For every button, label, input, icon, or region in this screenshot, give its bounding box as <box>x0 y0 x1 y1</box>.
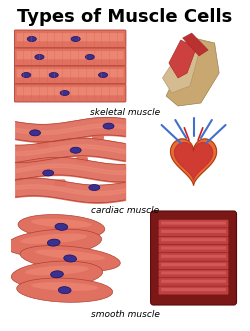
Ellipse shape <box>17 278 113 302</box>
Ellipse shape <box>22 72 31 77</box>
Text: Types of Muscle Cells: Types of Muscle Cells <box>18 8 233 26</box>
Text: skeletal muscle: skeletal muscle <box>90 108 160 117</box>
Ellipse shape <box>58 287 71 294</box>
FancyBboxPatch shape <box>161 221 226 225</box>
FancyBboxPatch shape <box>158 228 229 237</box>
FancyBboxPatch shape <box>14 30 126 48</box>
FancyBboxPatch shape <box>14 48 126 66</box>
Ellipse shape <box>70 147 81 153</box>
FancyBboxPatch shape <box>158 269 229 278</box>
FancyBboxPatch shape <box>14 66 126 84</box>
Polygon shape <box>182 33 208 56</box>
Ellipse shape <box>11 261 103 288</box>
Ellipse shape <box>103 123 114 129</box>
Ellipse shape <box>31 282 98 291</box>
Ellipse shape <box>20 234 87 244</box>
FancyBboxPatch shape <box>161 230 226 233</box>
FancyBboxPatch shape <box>161 288 226 291</box>
FancyBboxPatch shape <box>161 255 226 258</box>
FancyBboxPatch shape <box>150 211 236 305</box>
Ellipse shape <box>35 250 105 260</box>
FancyBboxPatch shape <box>158 261 229 270</box>
Ellipse shape <box>18 214 105 239</box>
FancyBboxPatch shape <box>17 87 124 95</box>
FancyBboxPatch shape <box>161 280 226 283</box>
Ellipse shape <box>43 170 54 176</box>
Ellipse shape <box>89 184 100 191</box>
FancyBboxPatch shape <box>161 271 226 274</box>
Ellipse shape <box>85 55 94 60</box>
Polygon shape <box>162 40 201 93</box>
Ellipse shape <box>35 55 44 60</box>
FancyBboxPatch shape <box>158 219 229 228</box>
Ellipse shape <box>64 255 76 262</box>
FancyBboxPatch shape <box>158 253 229 261</box>
FancyBboxPatch shape <box>158 245 229 253</box>
FancyBboxPatch shape <box>158 236 229 245</box>
Polygon shape <box>169 40 196 78</box>
Ellipse shape <box>71 36 80 41</box>
FancyBboxPatch shape <box>161 263 226 266</box>
FancyBboxPatch shape <box>158 286 229 295</box>
Text: smooth muscle: smooth muscle <box>90 310 160 319</box>
Ellipse shape <box>47 239 60 246</box>
Text: cardiac muscle: cardiac muscle <box>91 206 159 215</box>
Ellipse shape <box>49 72 58 77</box>
Ellipse shape <box>6 229 102 256</box>
FancyBboxPatch shape <box>161 238 226 241</box>
Ellipse shape <box>30 130 40 136</box>
Polygon shape <box>170 139 216 185</box>
Polygon shape <box>174 143 213 180</box>
Ellipse shape <box>55 223 68 230</box>
Ellipse shape <box>60 90 69 96</box>
Ellipse shape <box>20 246 120 271</box>
FancyBboxPatch shape <box>17 51 124 59</box>
FancyBboxPatch shape <box>14 84 126 102</box>
Ellipse shape <box>27 36 36 41</box>
FancyBboxPatch shape <box>158 278 229 287</box>
Ellipse shape <box>50 271 64 278</box>
FancyBboxPatch shape <box>161 247 226 250</box>
FancyBboxPatch shape <box>17 69 124 77</box>
Polygon shape <box>166 38 219 106</box>
Ellipse shape <box>25 265 89 275</box>
Ellipse shape <box>98 72 108 77</box>
FancyBboxPatch shape <box>17 33 124 41</box>
Ellipse shape <box>31 219 92 228</box>
